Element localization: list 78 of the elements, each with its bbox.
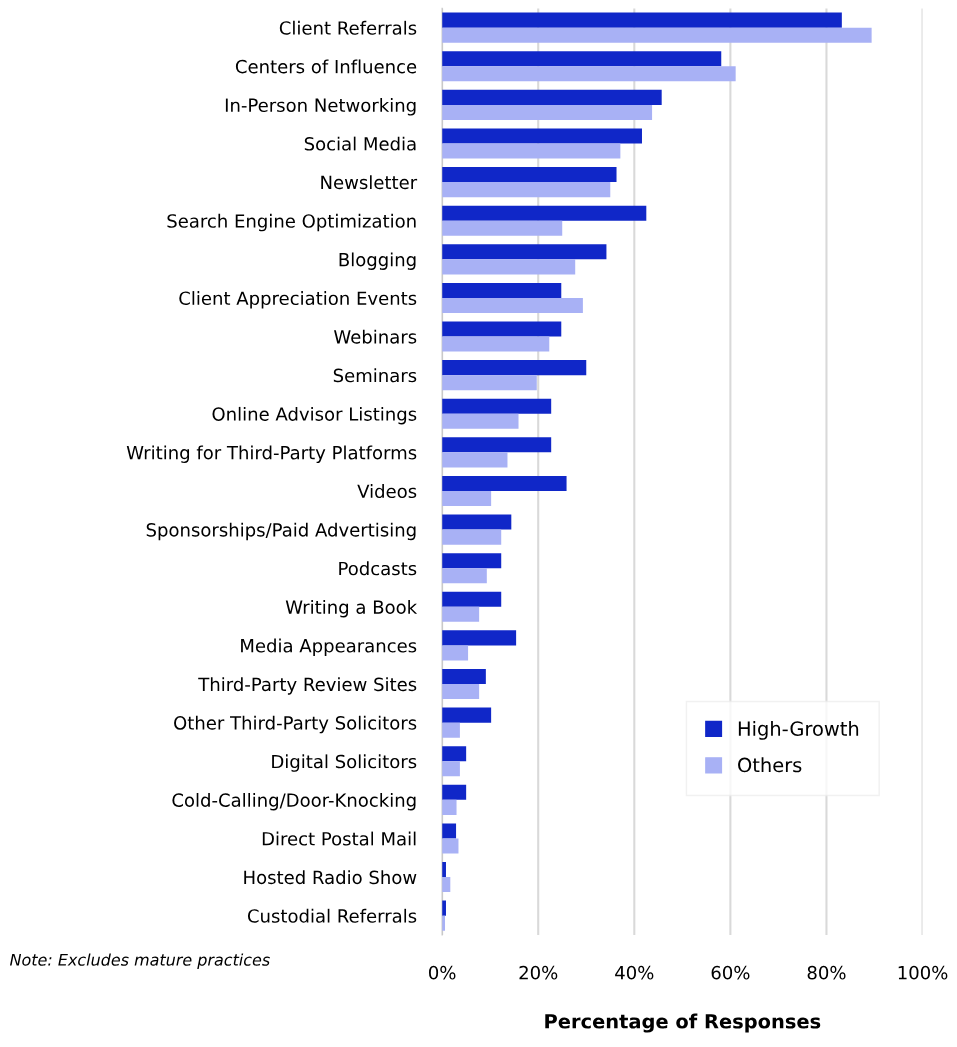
bar	[442, 761, 460, 777]
x-tick-label: 60%	[711, 965, 750, 980]
y-tick-label: Sponsorships/Paid Advertising	[146, 522, 416, 541]
x-tick-label: 80%	[807, 965, 846, 980]
y-tick-label: In-Person Networking	[225, 98, 416, 116]
bar	[442, 645, 469, 661]
y-tick-label: Digital Solicitors	[272, 754, 417, 772]
bar	[442, 128, 642, 144]
bar	[442, 143, 621, 159]
bar	[442, 746, 467, 762]
bar	[442, 514, 512, 530]
bar	[442, 375, 537, 391]
y-tick-label: Centers of Influence	[235, 59, 417, 74]
bar	[442, 437, 552, 453]
bar	[442, 51, 722, 67]
y-tick-label: Custodial Referrals	[247, 908, 417, 923]
bar	[442, 89, 662, 105]
bar	[442, 553, 502, 569]
bar	[442, 259, 576, 275]
x-tick-label: 40%	[615, 965, 654, 980]
bar	[442, 27, 872, 43]
y-tick-label: Cold-Calling/Door-Knocking	[172, 792, 416, 811]
bar	[442, 360, 587, 376]
bar	[442, 244, 607, 260]
legend-label: High-Growth	[738, 720, 859, 740]
y-tick-label: Client Referrals	[279, 20, 417, 35]
bar	[442, 606, 480, 622]
bar	[442, 205, 647, 221]
bar	[442, 630, 517, 646]
y-tick-label: Media Appearances	[241, 638, 417, 657]
bar	[442, 297, 583, 313]
x-tick-label: 20%	[519, 965, 558, 980]
bar	[442, 668, 486, 685]
y-tick-label: Writing for Third-Party Platforms	[126, 445, 417, 463]
bar	[442, 336, 550, 352]
bar	[442, 182, 611, 198]
y-tick-label: Direct Postal Mail	[262, 831, 416, 846]
bar	[442, 66, 736, 82]
bar	[442, 838, 459, 854]
bar	[442, 684, 480, 700]
x-tick-label: 100%	[898, 965, 948, 980]
bar	[442, 321, 562, 337]
bar	[442, 12, 842, 28]
bar	[442, 722, 460, 738]
bar	[442, 452, 508, 468]
y-tick-label: Search Engine Optimization	[167, 213, 416, 232]
bar	[442, 475, 567, 491]
x-axis-title: Percentage of Responses	[545, 1013, 821, 1033]
bar	[442, 282, 562, 298]
y-tick-label: Newsletter	[321, 175, 418, 190]
y-tick-label: Hosted Radio Show	[244, 870, 417, 885]
y-tick-label: Podcasts	[339, 561, 417, 576]
bar	[442, 104, 653, 120]
bar	[442, 220, 563, 236]
y-tick-label: Webinars	[334, 329, 417, 344]
x-tick-label: 0%	[429, 965, 456, 980]
y-tick-label: Videos	[357, 484, 417, 499]
legend-label: Others	[738, 757, 802, 773]
y-tick-label: Client Appreciation Events	[179, 291, 417, 309]
y-tick-label: Social Media	[304, 136, 416, 151]
bar	[442, 568, 487, 584]
bar	[442, 784, 467, 800]
y-tick-label: Seminars	[333, 368, 417, 383]
y-tick-label: Writing a Book	[285, 599, 418, 618]
bar	[442, 529, 502, 545]
bar	[442, 799, 457, 815]
y-tick-label: Blogging	[339, 252, 416, 270]
bar	[442, 490, 492, 507]
y-tick-label: Online Advisor Listings	[212, 406, 417, 425]
bar	[442, 591, 502, 607]
bar	[442, 823, 457, 839]
text: Note: Excludes mature practices	[10, 953, 270, 969]
y-tick-label: Other Third-Party Solicitors	[174, 715, 417, 734]
y-tick-label: Third-Party Review Sites	[198, 677, 417, 695]
bar	[442, 413, 519, 429]
bar	[442, 707, 492, 723]
bar	[442, 167, 617, 183]
bar	[442, 398, 552, 414]
